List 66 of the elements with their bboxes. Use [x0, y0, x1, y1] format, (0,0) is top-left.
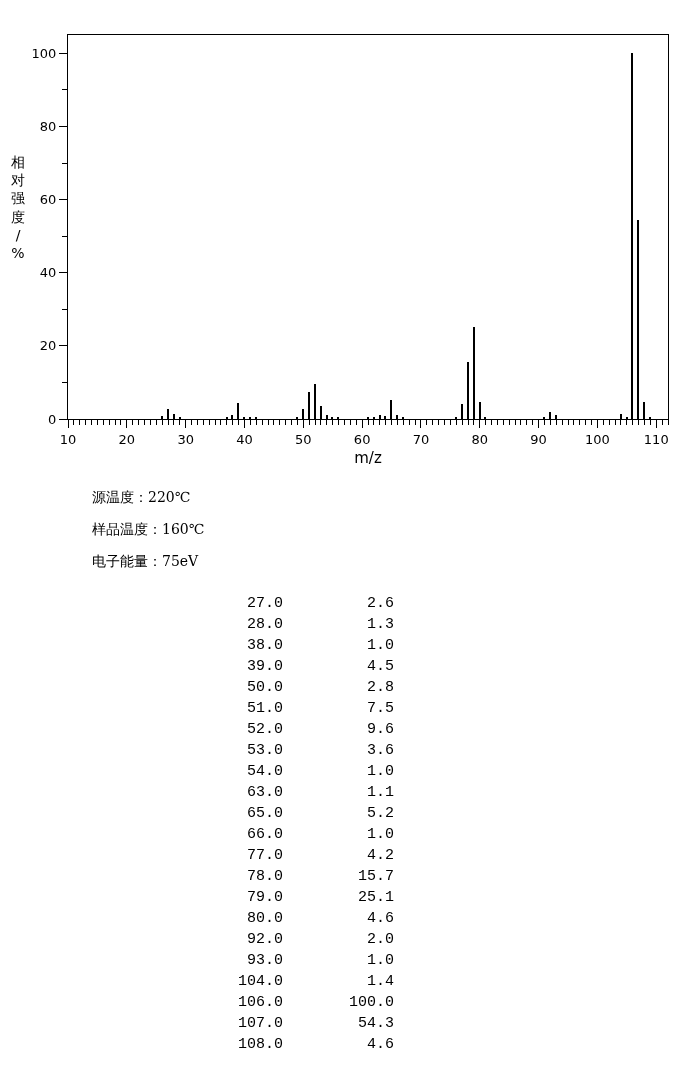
- x-tick-label: 10: [59, 431, 77, 447]
- text: 52.0: [247, 721, 284, 738]
- text: 104.0: [238, 973, 284, 990]
- x-tick-label: 80: [471, 431, 489, 447]
- x-tick-label: 90: [530, 431, 547, 447]
- x-tick-label: 50: [295, 431, 312, 447]
- y-tick-label: 100: [31, 45, 57, 61]
- x-tick-label: 110: [643, 431, 669, 447]
- text: 4.5: [367, 658, 395, 675]
- text: 107.0: [238, 1015, 284, 1032]
- text: 4.2: [367, 847, 395, 864]
- text: 106.0: [238, 994, 284, 1011]
- text: 1.0: [367, 826, 395, 843]
- text: 1.0: [367, 637, 395, 654]
- text: 1.3: [367, 616, 395, 633]
- text: 63.0: [247, 784, 284, 801]
- text: 1.0: [367, 952, 395, 969]
- text: 电子能量：75eV: [92, 553, 200, 569]
- text: 54.3: [358, 1015, 395, 1032]
- text: 27.0: [247, 595, 284, 612]
- text: 源温度：220℃: [92, 489, 191, 505]
- x-tick-label: 70: [412, 431, 430, 447]
- text: 1.4: [367, 973, 395, 990]
- x-tick-label: 40: [236, 431, 253, 447]
- text: 3.6: [367, 742, 395, 759]
- text: 2.6: [367, 595, 395, 612]
- y-tick-label: 20: [39, 338, 57, 354]
- text: 9.6: [367, 721, 395, 738]
- text: 15.7: [358, 868, 395, 885]
- text: 4.6: [367, 910, 395, 927]
- text: 39.0: [247, 658, 284, 675]
- text: 25.1: [358, 889, 395, 906]
- text: 2.0: [367, 931, 395, 948]
- text: 108.0: [238, 1036, 284, 1053]
- text: 28.0: [247, 616, 284, 633]
- x-tick-label: 100: [585, 431, 610, 447]
- text: 4.6: [367, 1036, 395, 1053]
- text: 77.0: [247, 847, 284, 864]
- x-tick-label: 60: [353, 431, 371, 447]
- y-tick-label: 80: [39, 118, 57, 134]
- text: 66.0: [247, 826, 284, 843]
- text: 79.0: [247, 889, 284, 906]
- text: 5.2: [367, 805, 395, 822]
- x-tick-label: 30: [177, 431, 194, 447]
- x-tick-label: 20: [118, 431, 136, 447]
- text: 54.0: [247, 763, 284, 780]
- text: 80.0: [247, 910, 284, 927]
- text: 7.5: [367, 700, 395, 717]
- text: 1.0: [367, 763, 395, 780]
- x-axis-title: m/z: [354, 448, 382, 467]
- text: 38.0: [247, 637, 284, 654]
- text: 53.0: [247, 742, 284, 759]
- text: 1.1: [367, 784, 395, 801]
- y-tick-label: 0: [48, 411, 57, 427]
- text: 100.0: [349, 994, 395, 1011]
- y-axis-title: 相对强度/%: [11, 154, 25, 261]
- y-tick-label: 40: [39, 265, 57, 281]
- text: 51.0: [247, 700, 284, 717]
- text: 2.8: [367, 679, 395, 696]
- text: 65.0: [247, 805, 284, 822]
- y-tick-label: 60: [39, 192, 57, 208]
- text: 92.0: [247, 931, 284, 948]
- text: 78.0: [247, 868, 284, 885]
- text: 93.0: [247, 952, 284, 969]
- text: 50.0: [247, 679, 284, 696]
- text: 样品温度：160℃: [92, 521, 205, 537]
